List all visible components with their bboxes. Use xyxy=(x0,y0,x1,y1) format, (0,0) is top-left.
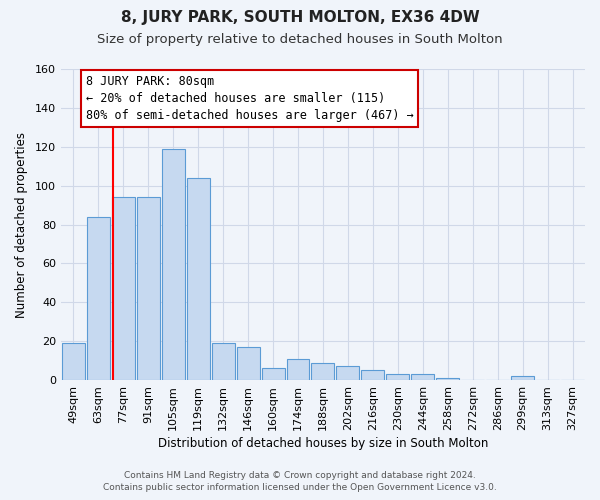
Bar xyxy=(287,358,310,380)
Bar xyxy=(236,347,260,380)
Bar xyxy=(361,370,385,380)
Y-axis label: Number of detached properties: Number of detached properties xyxy=(15,132,28,318)
Bar xyxy=(337,366,359,380)
Bar xyxy=(137,198,160,380)
Text: 8 JURY PARK: 80sqm
← 20% of detached houses are smaller (115)
80% of semi-detach: 8 JURY PARK: 80sqm ← 20% of detached hou… xyxy=(86,75,413,122)
Bar xyxy=(112,198,135,380)
Text: 8, JURY PARK, SOUTH MOLTON, EX36 4DW: 8, JURY PARK, SOUTH MOLTON, EX36 4DW xyxy=(121,10,479,25)
Bar xyxy=(187,178,209,380)
Bar xyxy=(62,343,85,380)
Bar xyxy=(212,343,235,380)
Bar xyxy=(386,374,409,380)
Text: Contains HM Land Registry data © Crown copyright and database right 2024.
Contai: Contains HM Land Registry data © Crown c… xyxy=(103,471,497,492)
Bar xyxy=(511,376,534,380)
Text: Size of property relative to detached houses in South Molton: Size of property relative to detached ho… xyxy=(97,32,503,46)
Bar xyxy=(311,362,334,380)
Bar xyxy=(262,368,284,380)
Bar xyxy=(162,148,185,380)
Bar xyxy=(412,374,434,380)
X-axis label: Distribution of detached houses by size in South Molton: Distribution of detached houses by size … xyxy=(158,437,488,450)
Bar xyxy=(87,217,110,380)
Bar xyxy=(436,378,459,380)
